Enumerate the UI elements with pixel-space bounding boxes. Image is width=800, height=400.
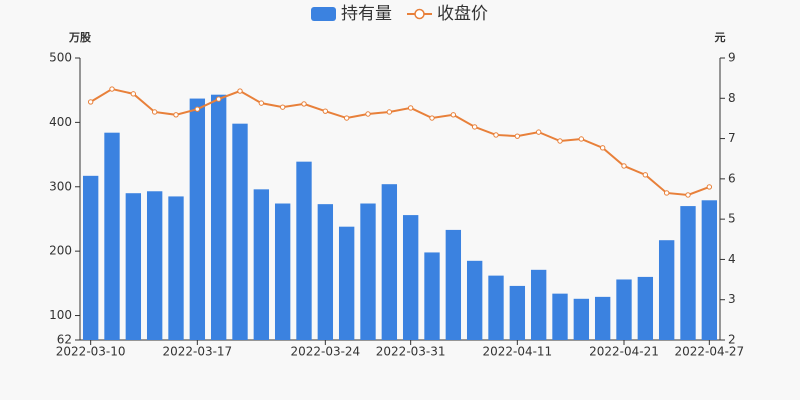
- y2-tick-label: 4: [728, 252, 736, 266]
- y-tick-label: 300: [49, 179, 72, 193]
- line-point: [599, 145, 606, 151]
- bar: [125, 193, 142, 340]
- line-point: [258, 100, 265, 106]
- line-point: [87, 99, 94, 105]
- x-tick-label: 2022-04-27: [674, 345, 744, 359]
- bar: [146, 191, 163, 340]
- x-tick-label: 2022-03-24: [290, 345, 360, 359]
- line-point: [663, 190, 670, 196]
- line-point: [407, 105, 414, 111]
- legend-swatch: [414, 8, 425, 20]
- y2-tick-label: 8: [728, 91, 736, 105]
- y-tick-label: 200: [49, 244, 72, 258]
- line-point: [450, 112, 457, 118]
- line-point: [322, 108, 329, 114]
- line-point: [194, 106, 201, 112]
- bar: [573, 298, 590, 340]
- line-point: [471, 124, 478, 130]
- bar: [509, 285, 526, 340]
- x-tick-label: 2022-03-31: [376, 345, 446, 359]
- y2-tick-label: 3: [728, 292, 736, 306]
- bar: [338, 226, 355, 340]
- bar: [381, 184, 398, 340]
- y2-tick-label: 5: [728, 212, 736, 226]
- bar: [104, 132, 120, 340]
- line-point: [365, 111, 371, 117]
- line-point: [685, 192, 691, 198]
- bar: [360, 203, 376, 340]
- y-axis-name: 万股: [68, 31, 92, 44]
- x-tick-label: 2022-03-17: [162, 345, 232, 359]
- bar: [82, 175, 99, 340]
- line-point: [557, 138, 563, 144]
- line-point: [429, 115, 435, 121]
- legend-label: 持有量: [341, 4, 392, 24]
- y-tick-label: 500: [49, 51, 72, 65]
- line-point: [642, 172, 649, 178]
- line: [90, 87, 710, 196]
- y2-tick-label: 6: [728, 171, 736, 185]
- bar: [701, 200, 718, 340]
- bar: [680, 206, 696, 340]
- bar: [168, 196, 184, 340]
- bar: [274, 203, 291, 340]
- bar: [594, 296, 611, 340]
- y2-tick-label: 7: [728, 131, 736, 145]
- bar: [445, 229, 462, 340]
- bar: [552, 293, 568, 340]
- bar: [637, 276, 654, 340]
- legend-swatch: [311, 7, 336, 21]
- y-tick-label: 100: [49, 308, 72, 322]
- line-point: [301, 101, 307, 107]
- x-tick-label: 2022-03-10: [56, 345, 126, 359]
- line-point: [493, 132, 499, 138]
- line-point: [130, 91, 137, 97]
- bar: [616, 279, 632, 340]
- bar: [466, 260, 483, 340]
- line-point: [151, 109, 158, 115]
- line-point: [215, 96, 222, 102]
- bar: [424, 252, 440, 340]
- bar: [317, 204, 334, 340]
- line-point: [706, 184, 713, 190]
- bar: [232, 123, 248, 340]
- bar: [296, 161, 312, 340]
- line-point: [578, 136, 585, 142]
- line-point: [173, 112, 179, 118]
- line-point: [343, 115, 350, 121]
- legend-label: 收盘价: [437, 4, 488, 24]
- bar: [253, 189, 270, 340]
- bar: [402, 215, 419, 340]
- bar: [530, 269, 547, 340]
- bar: [488, 275, 504, 340]
- line-point: [535, 129, 542, 135]
- line-point: [237, 88, 243, 94]
- x-tick-label: 2022-04-11: [482, 345, 552, 359]
- y-tick-label: 400: [49, 115, 72, 129]
- y2-tick-label: 2: [728, 333, 736, 347]
- line-point: [279, 104, 286, 110]
- line-point: [514, 133, 521, 139]
- bar: [658, 240, 675, 340]
- y2-axis-name: 元: [715, 31, 726, 44]
- line-point: [621, 163, 627, 169]
- line-point: [386, 109, 393, 115]
- line-point: [109, 86, 115, 92]
- x-tick-label: 2022-04-21: [589, 345, 659, 359]
- y2-tick-label: 9: [728, 51, 736, 65]
- y-tick-label: 62: [57, 333, 72, 347]
- bar: [210, 94, 227, 340]
- bar: [189, 98, 206, 340]
